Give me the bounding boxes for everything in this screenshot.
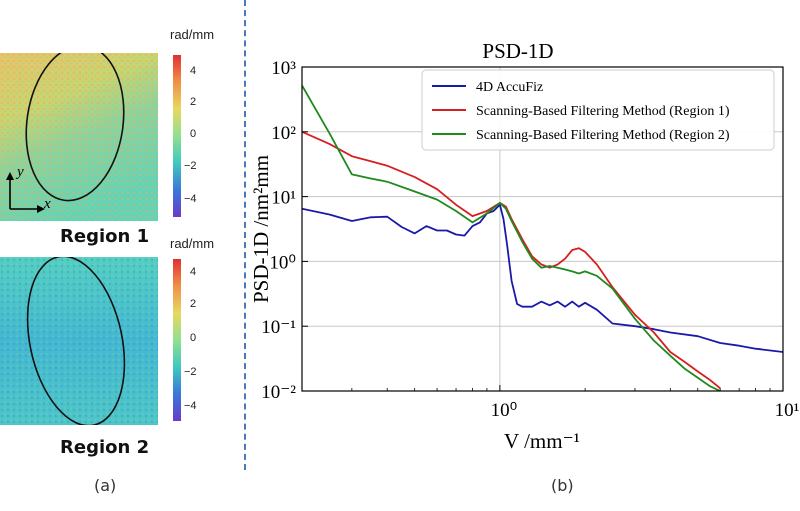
y-axis-label: PSD-1D /nm²mm [250,155,273,303]
colorbar1-tick: 4 [190,65,197,77]
colorbar1-tick: −2 [184,160,197,172]
y-tick-label: 10³ [271,58,296,79]
colorbar2-tick: 0 [190,332,197,344]
panel-b-label: (b) [551,476,574,495]
y-tick-label: 10⁻² [261,382,296,403]
plot-frame [301,66,784,392]
colorbar2-tick: 4 [190,266,197,278]
colorbar2 [173,259,181,421]
x-tick-label: 10⁰ [491,400,518,421]
region2-label: Region 2 [60,437,150,458]
y-tick-label: 10⁰ [269,252,296,273]
x-tick-label: 10¹ [775,400,800,421]
series-line-1 [302,203,783,353]
chart-series [302,84,783,391]
panel-divider [244,0,246,470]
y-tick-label: 10¹ [271,188,296,209]
axis-arrows-icon [2,167,54,217]
colorbar2-tick: −4 [184,400,197,412]
colorbar2-tick: 2 [190,298,197,310]
legend-box [421,69,775,151]
region1-ellipse [25,53,125,202]
colorbar1-tick: 0 [190,128,197,140]
colorbar1-tick: −4 [184,193,197,205]
legend-label: 4D AccuFiz [476,80,543,95]
region1-phase-map [0,53,158,221]
x-axis-label: V /mm⁻¹ [504,429,580,453]
chart-legend: 4D AccuFiz Scanning-Based Filtering Metho… [421,69,775,151]
region2-phase-map [0,257,158,425]
panel-a-label: (a) [94,476,117,495]
series-line-3 [302,84,721,391]
colorbar1-unit: rad/mm [170,27,215,42]
y-tick-label: 10² [271,123,296,144]
chart-title: PSD-1D [482,39,553,63]
legend-label: Scanning-Based Filtering Method (Region … [476,128,730,143]
region1-label: Region 1 [60,226,150,247]
legend-label: Scanning-Based Filtering Method (Region … [476,104,730,119]
colorbar1-tick: 2 [190,96,197,108]
chart-ticks: 10⁻² 10⁻¹ 10⁰ 10¹ 10² 10³ 10⁰ 10¹ [261,58,799,421]
axis-y-label: y [17,164,24,180]
axis-x-label: x [44,196,51,212]
colorbar2-unit: rad/mm [170,236,215,251]
colorbar2-tick: −2 [184,366,197,378]
y-tick-label: 10⁻¹ [261,317,296,338]
psd-chart: PSD-1D 10⁻² 10⁻¹ 10⁰ 10¹ 10² 10³ 10⁰ 10¹ 4D Acc… [250,39,800,453]
series-line-2 [302,130,721,389]
colorbar1 [173,55,181,217]
region2-ellipse [26,257,126,425]
